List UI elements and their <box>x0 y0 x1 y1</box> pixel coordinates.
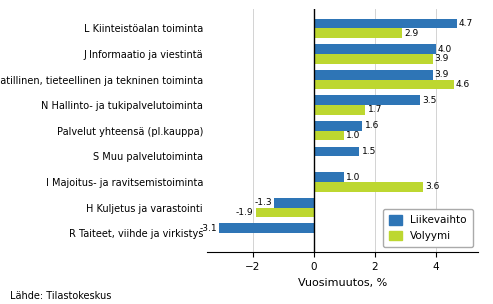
Bar <box>314 44 435 54</box>
Text: -3.1: -3.1 <box>200 224 217 233</box>
Text: 3.6: 3.6 <box>425 182 440 191</box>
Text: -1.3: -1.3 <box>254 198 272 207</box>
Bar <box>314 70 432 80</box>
Text: 4.0: 4.0 <box>438 45 452 54</box>
Bar <box>314 131 344 140</box>
Text: 1.7: 1.7 <box>368 105 382 115</box>
Bar <box>314 121 362 131</box>
Bar <box>314 182 423 192</box>
Legend: Liikevaihto, Volyymi: Liikevaihto, Volyymi <box>383 209 473 247</box>
Text: 4.6: 4.6 <box>456 80 470 89</box>
Text: Lähde: Tilastokeskus: Lähde: Tilastokeskus <box>10 291 111 301</box>
Bar <box>314 105 365 115</box>
Text: -1.9: -1.9 <box>236 208 254 217</box>
Text: 4.7: 4.7 <box>459 19 473 28</box>
Bar <box>314 172 344 182</box>
Bar <box>314 95 421 105</box>
Text: 1.0: 1.0 <box>346 131 361 140</box>
Bar <box>274 198 314 208</box>
Bar <box>314 28 402 38</box>
Bar <box>219 223 314 233</box>
Text: 1.5: 1.5 <box>361 147 376 156</box>
Bar <box>314 80 454 89</box>
X-axis label: Vuosimuutos, %: Vuosimuutos, % <box>298 278 387 288</box>
Bar <box>314 147 359 156</box>
Text: 3.9: 3.9 <box>435 70 449 79</box>
Text: 1.0: 1.0 <box>346 173 361 181</box>
Bar <box>256 208 314 217</box>
Text: 3.5: 3.5 <box>423 96 437 105</box>
Text: 2.9: 2.9 <box>404 29 419 38</box>
Bar <box>314 19 457 28</box>
Text: 3.9: 3.9 <box>435 54 449 63</box>
Text: 1.6: 1.6 <box>364 121 379 130</box>
Bar <box>314 54 432 64</box>
